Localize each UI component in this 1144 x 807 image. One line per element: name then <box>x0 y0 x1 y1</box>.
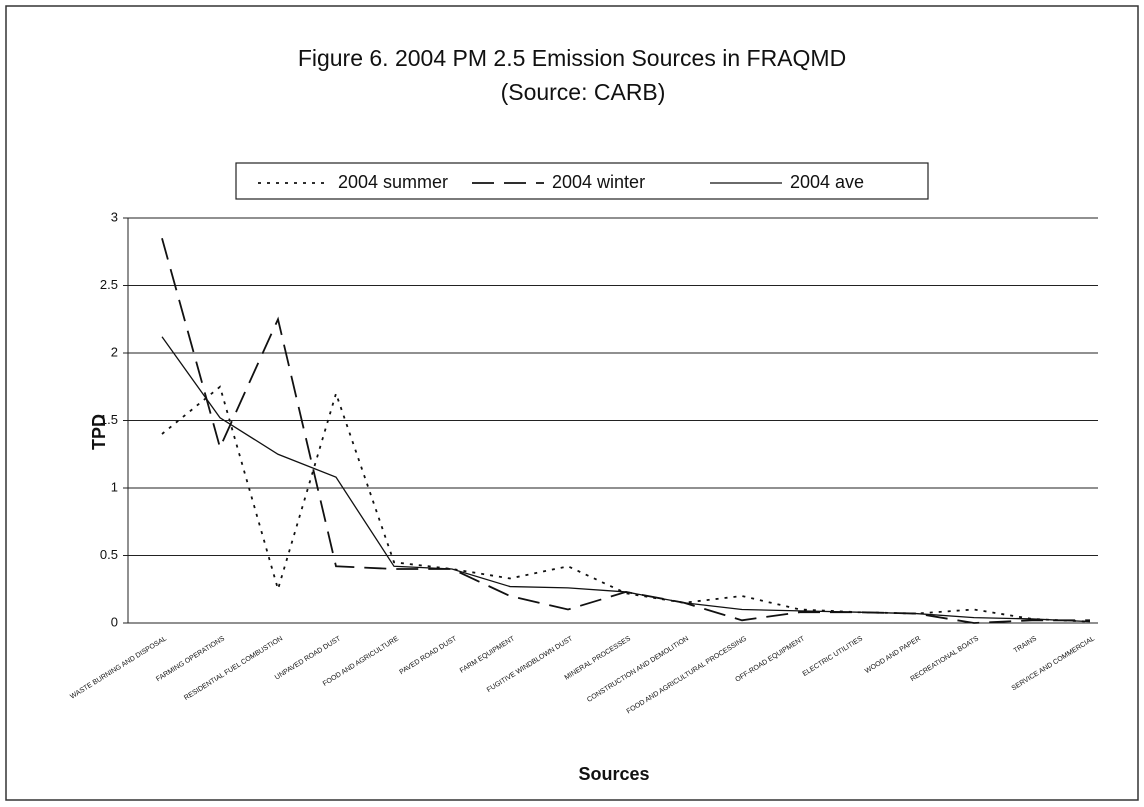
series-line <box>161 336 1091 623</box>
frame <box>5 5 1139 801</box>
y-tick-label: 1 <box>111 479 118 494</box>
x-tick-label: ELECTRIC UTILITIES <box>802 635 865 678</box>
y-tick-label: 2.5 <box>100 277 118 292</box>
y-tick-label: 3 <box>111 209 118 224</box>
y-tick-label: 0 <box>111 614 118 629</box>
y-axis-label: TPD <box>89 414 109 450</box>
x-tick-label: FOOD AND AGRICULTURAL PROCESSING <box>626 635 748 715</box>
legend-label: 2004 winter <box>552 172 645 192</box>
x-tick-label: RESIDENTIAL FUEL COMBUSTION <box>183 635 284 702</box>
chart-title: Figure 6. 2004 PM 2.5 Emission Sources i… <box>298 45 846 71</box>
chart-subtitle: (Source: CARB) <box>501 79 666 105</box>
x-axis-label: Sources <box>578 764 649 784</box>
x-tick-label: CONSTRUCTION AND DEMOLITION <box>586 635 690 704</box>
x-tick-label: TRAINS <box>1013 635 1039 655</box>
series-line <box>161 238 1090 624</box>
legend-label: 2004 ave <box>790 172 864 192</box>
x-tick-label: FARM EQUIPMENT <box>459 635 517 675</box>
y-tick-label: 1.5 <box>100 412 118 427</box>
y-tick-label: 0.5 <box>100 547 118 562</box>
x-tick-label: WASTE BURNING AND DISPOSAL <box>69 635 168 700</box>
legend-box <box>235 162 929 200</box>
y-tick-label: 2 <box>111 344 118 359</box>
legend-label: 2004 summer <box>338 172 448 192</box>
x-tick-label: PAVED ROAD DUST <box>398 635 458 676</box>
x-tick-label: WOOD AND PAPER <box>864 635 922 675</box>
